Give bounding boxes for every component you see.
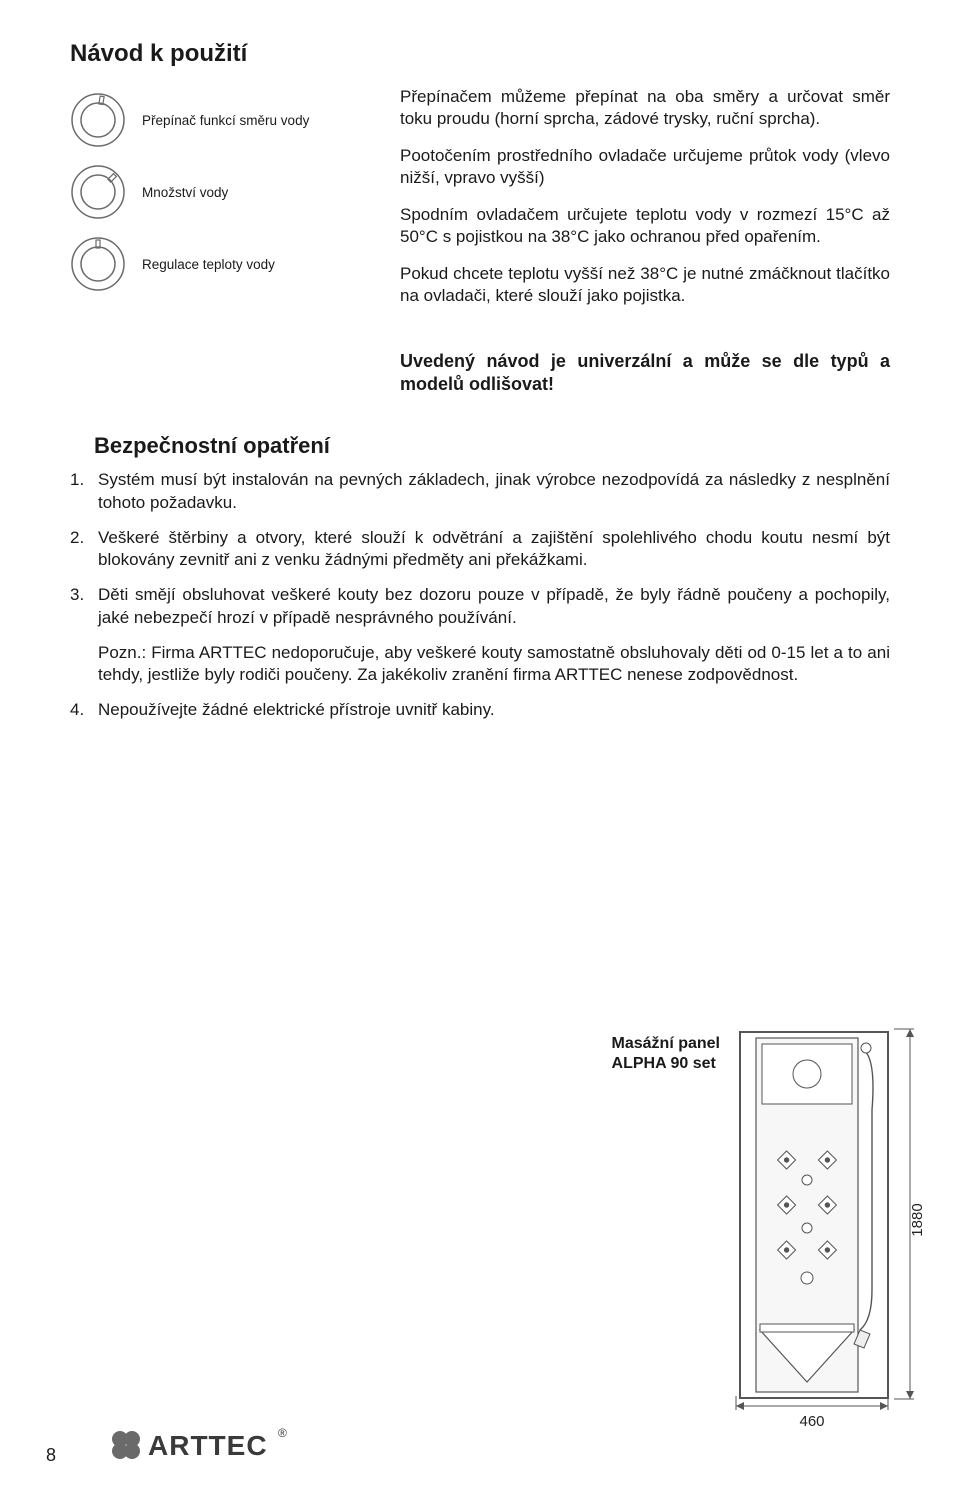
dimension-vertical: 1880	[894, 1025, 930, 1403]
panel-label: Masážní panel ALPHA 90 set	[612, 1034, 720, 1074]
dial-icon-diverter	[70, 92, 126, 148]
panel-label-line1: Masážní panel	[612, 1035, 720, 1052]
list-number: 3.	[70, 584, 98, 630]
list-text: Děti smějí obsluhovat veškeré kouty bez …	[98, 584, 890, 630]
dial-row-temperature: Regulace teploty vody	[70, 236, 370, 292]
list-number: 4.	[70, 699, 98, 722]
description-paragraph: Pokud chcete teplotu vyšší než 38°C je n…	[400, 263, 890, 308]
page-title: Návod k použití	[70, 40, 890, 68]
list-number: 2.	[70, 527, 98, 573]
panel-diagram	[738, 1030, 890, 1400]
svg-text:ARTTEC: ARTTEC	[148, 1430, 268, 1461]
arttec-logo: ARTTEC ®	[110, 1423, 310, 1472]
svg-text:1880: 1880	[909, 1203, 926, 1236]
description-paragraph: Přepínačem můžeme přepínat na oba směry …	[400, 86, 890, 131]
safety-item: 3. Děti smějí obsluhovat veškeré kouty b…	[70, 584, 890, 630]
list-text: Systém musí být instalován na pevných zá…	[98, 469, 890, 515]
safety-list: 1. Systém musí být instalován na pevných…	[70, 469, 890, 722]
dial-icon-temperature	[70, 236, 126, 292]
safety-item: 4. Nepoužívejte žádné elektrické přístro…	[70, 699, 890, 722]
list-text: Nepoužívejte žádné elektrické přístroje …	[98, 699, 890, 722]
dial-label: Regulace teploty vody	[142, 257, 275, 272]
description-paragraph: Spodním ovladačem určujete teplotu vody …	[400, 204, 890, 249]
universal-note: Uvedený návod je univerzální a může se d…	[400, 350, 890, 398]
dimension-horizontal: 460	[732, 1396, 892, 1432]
safety-heading: Bezpečnostní opatření	[94, 433, 890, 459]
safety-note: Pozn.: Firma ARTTEC nedoporučuje, aby ve…	[98, 642, 890, 688]
dial-label: Přepínač funkcí směru vody	[142, 113, 309, 128]
top-section: Přepínač funkcí směru vody Množství vody…	[70, 86, 890, 322]
page-number: 8	[46, 1445, 56, 1466]
svg-text:®: ®	[278, 1426, 287, 1440]
panel-label-line2: ALPHA 90 set	[612, 1055, 716, 1072]
panel-diagram-block: Masážní panel ALPHA 90 set	[612, 1030, 890, 1400]
description-column: Přepínačem můžeme přepínat na oba směry …	[400, 86, 890, 322]
dial-icon-flow	[70, 164, 126, 220]
description-paragraph: Pootočením prostředního ovladače určujem…	[400, 145, 890, 190]
dial-row-diverter: Přepínač funkcí směru vody	[70, 92, 370, 148]
safety-item: 2. Veškeré štěrbiny a otvory, které slou…	[70, 527, 890, 573]
safety-item: 1. Systém musí být instalován na pevných…	[70, 469, 890, 515]
svg-text:460: 460	[799, 1413, 824, 1430]
list-number: 1.	[70, 469, 98, 515]
list-text: Veškeré štěrbiny a otvory, které slouží …	[98, 527, 890, 573]
dials-column: Přepínač funkcí směru vody Množství vody…	[70, 86, 370, 322]
dial-label: Množství vody	[142, 185, 228, 200]
dial-row-flow: Množství vody	[70, 164, 370, 220]
